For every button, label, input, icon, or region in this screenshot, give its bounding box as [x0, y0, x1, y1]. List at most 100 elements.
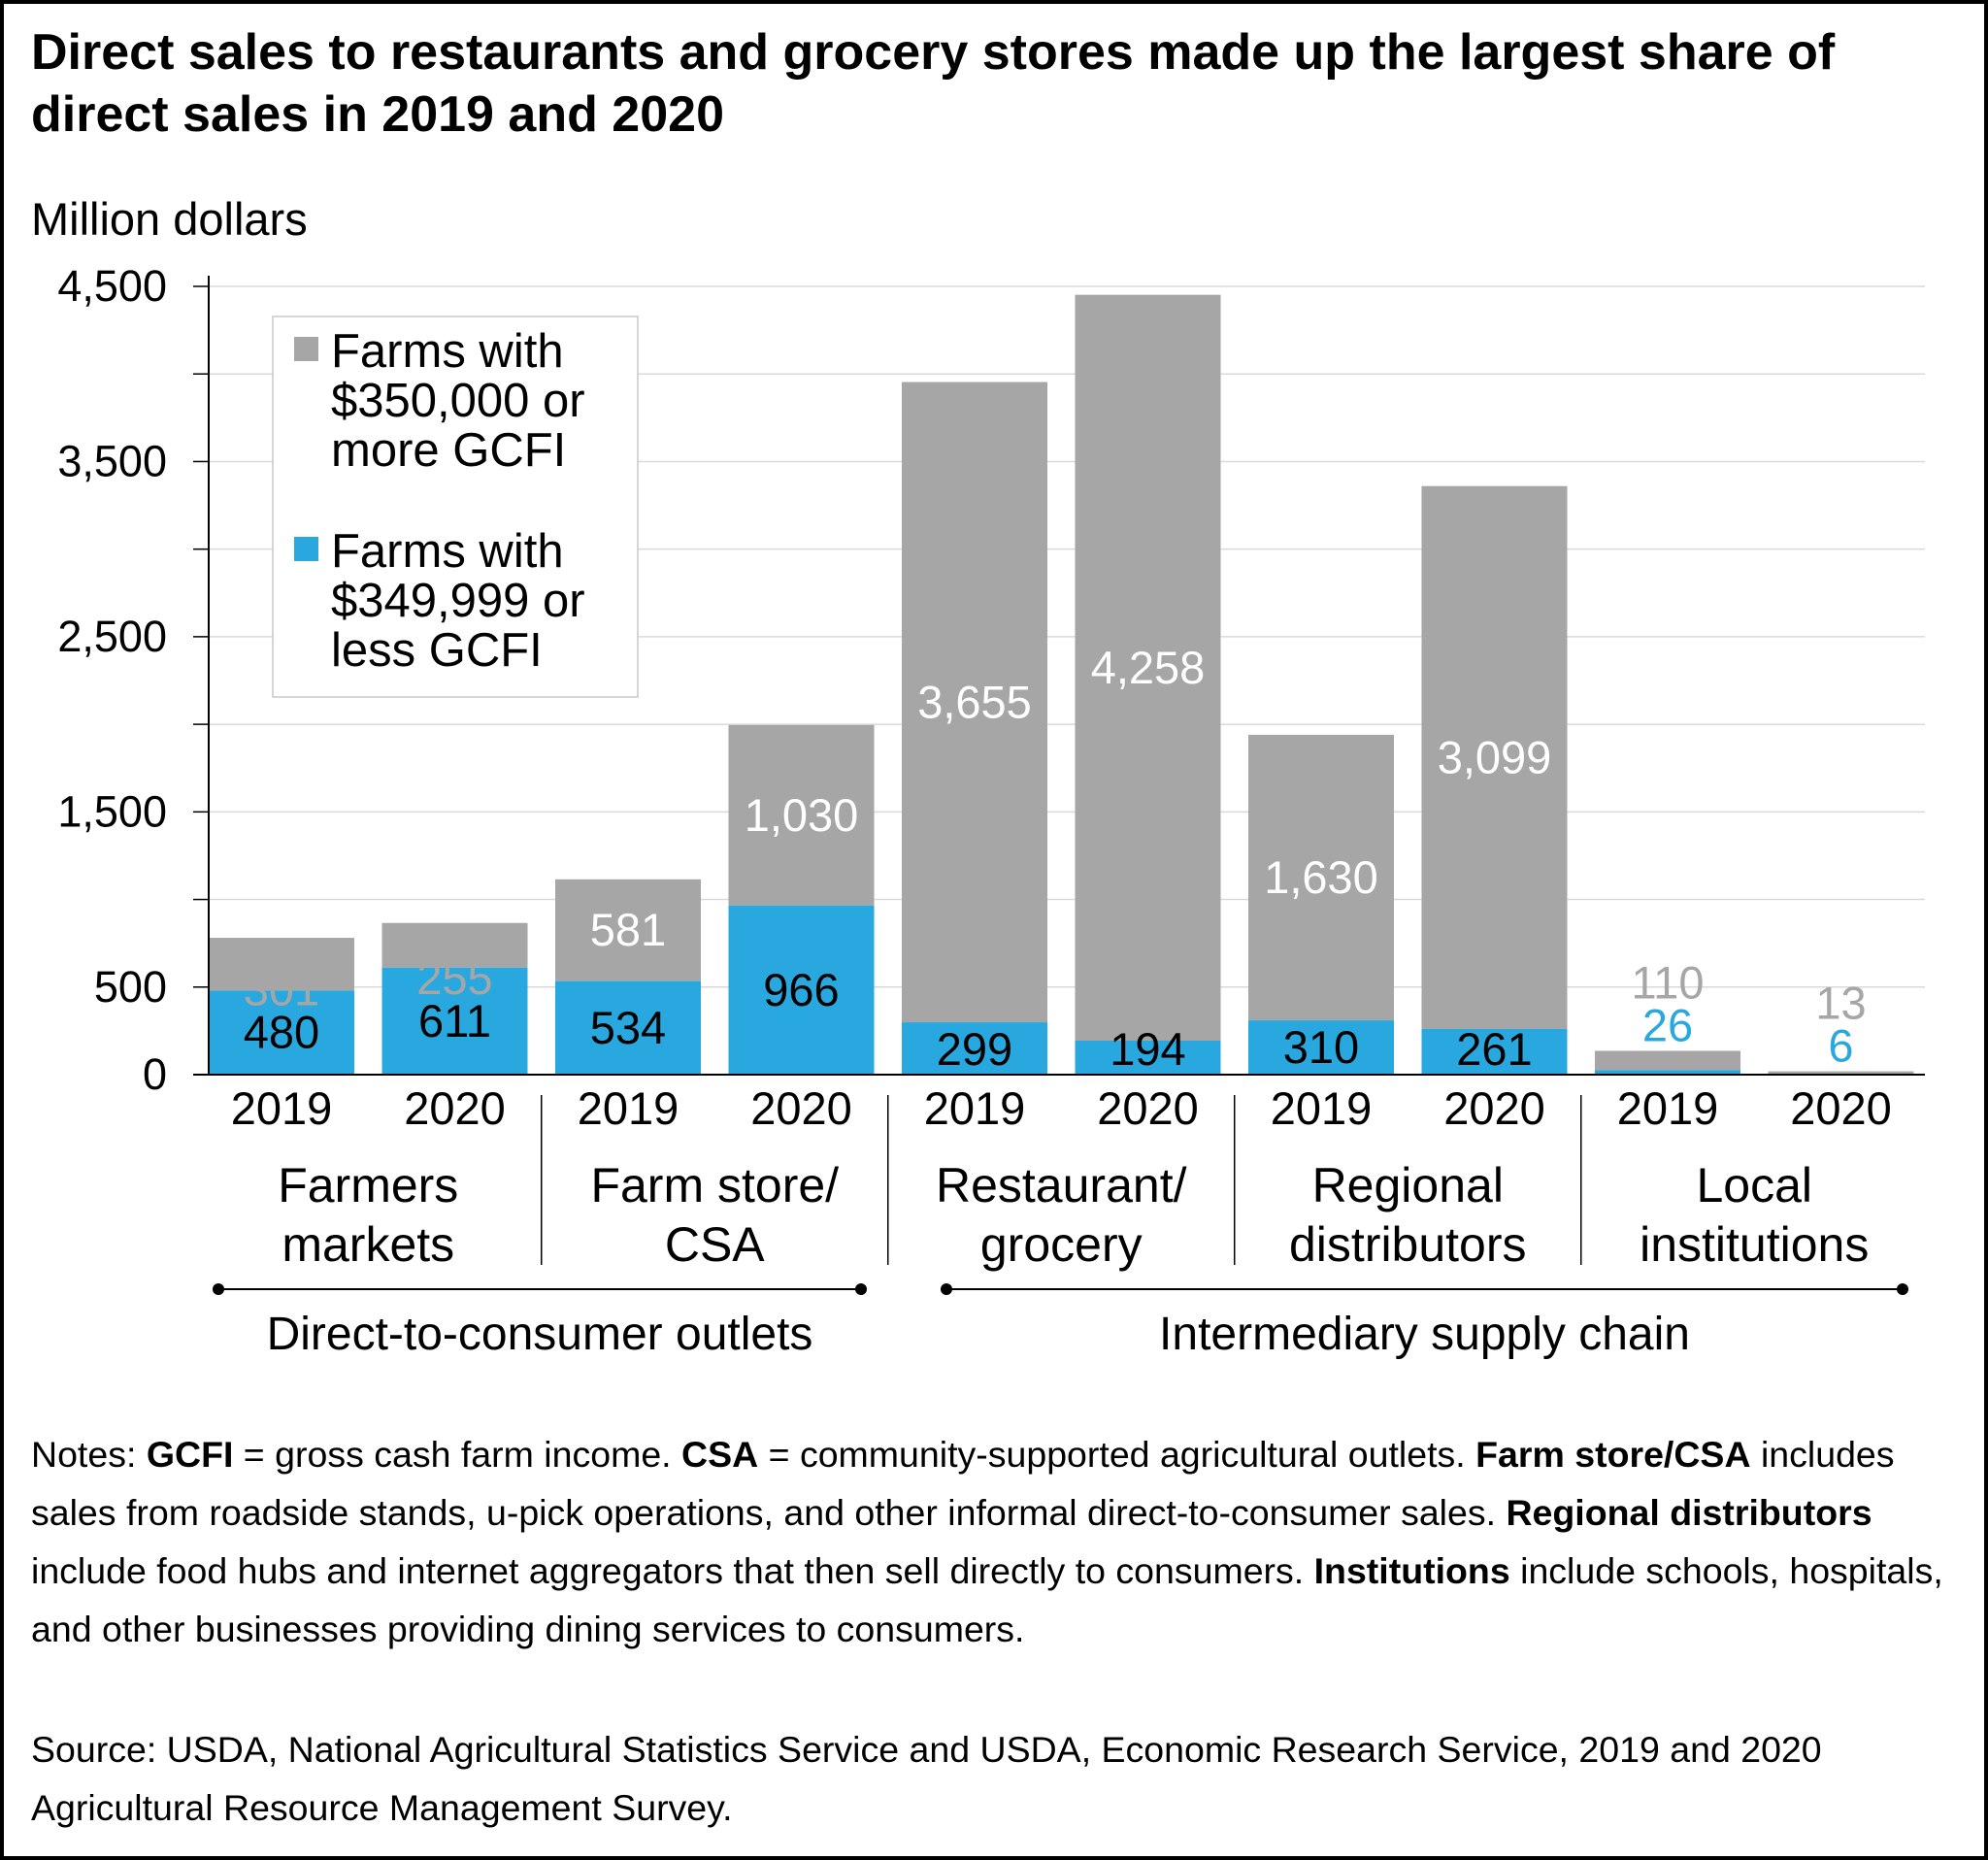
group-label-farm-store-csa: CSA: [665, 1217, 765, 1272]
y-tick-label: 0: [143, 1049, 167, 1099]
note-def-gcfi: = gross cash farm income.: [233, 1434, 682, 1475]
value-label-small-regional-distributors-2020: 261: [1456, 1023, 1532, 1075]
bar-small-restaurant-grocery-2019: [902, 1022, 1047, 1075]
bars: [209, 294, 1914, 1075]
legend-label-large: Farms with: [331, 325, 564, 378]
x-year-label: 2020: [1443, 1082, 1545, 1134]
group-label-farmers-markets: markets: [282, 1217, 454, 1272]
legend-swatch-large: [294, 337, 318, 361]
value-label-large-farm-store-csa-2019: 581: [590, 904, 666, 955]
x-year-label: 2019: [1617, 1082, 1719, 1134]
bar-large-farm-store-csa-2020: [728, 724, 875, 906]
supergroup-intermediary-supply-chain-bracket-end: [1897, 1283, 1908, 1295]
group-label-local-institutions: institutions: [1640, 1217, 1869, 1272]
note-term-regional: Regional distributors: [1506, 1492, 1872, 1533]
bar-small-farmers-markets-2019: [209, 990, 354, 1075]
value-label-small-local-institutions-2020: 6: [1828, 1020, 1853, 1072]
bar-large-regional-distributors-2020: [1421, 485, 1568, 1029]
notes-prefix: Notes:: [31, 1434, 147, 1475]
bar-large-farm-store-csa-2019: [555, 879, 701, 981]
bar-large-farmers-markets-2019: [209, 938, 354, 991]
value-label-large-farm-store-csa-2020: 1,030: [745, 789, 859, 841]
value-label-small-restaurant-grocery-2019: 299: [937, 1023, 1012, 1075]
value-label-large-local-institutions-2019: 110: [1632, 956, 1705, 1008]
legend-label-small: $349,999 or: [331, 575, 585, 627]
value-label-large-restaurant-grocery-2019: 3,655: [917, 676, 1032, 727]
bar-large-farmers-markets-2020: [381, 922, 528, 968]
supergroup-intermediary-supply-chain-label: Intermediary supply chain: [1159, 1309, 1690, 1360]
y-tick-label: 4,500: [57, 261, 167, 311]
group-label-regional-distributors: Regional: [1312, 1158, 1504, 1212]
note-term-gcfi: GCFI: [146, 1434, 234, 1475]
legend-label-small: less GCFI: [331, 624, 543, 677]
group-label-local-institutions: Local: [1696, 1158, 1812, 1212]
value-label-small-local-institutions-2019: 26: [1642, 999, 1693, 1050]
legend-label-large: more GCFI: [331, 424, 566, 477]
group-label-farm-store-csa: Farm store/: [590, 1158, 839, 1212]
value-label-small-farmers-markets-2019: 480: [244, 1007, 319, 1058]
x-year-label: 2019: [231, 1082, 333, 1134]
value-label-small-farmers-markets-2020: 611: [418, 995, 491, 1046]
bar-large-local-institutions-2020: [1768, 1071, 1914, 1074]
value-label-small-restaurant-grocery-2020: 194: [1110, 1023, 1185, 1075]
y-tick-label: 1,500: [57, 786, 167, 836]
value-label-large-regional-distributors-2020: 3,099: [1438, 731, 1552, 782]
value-label-small-regional-distributors-2019: 310: [1283, 1021, 1359, 1073]
supergroup-direct-to-consumer-outlets-bracket-end: [213, 1283, 224, 1295]
value-label-large-farmers-markets-2019: 301: [244, 964, 319, 1015]
x-axis-labels: 2019 2020 2019 2020 2019 2020 2019 2020 2019 2020…: [213, 1082, 1908, 1360]
value-label-small-farm-store-csa-2020: 966: [763, 964, 839, 1015]
bar-large-regional-distributors-2019: [1248, 734, 1394, 1021]
bar-large-restaurant-grocery-2020: [1075, 294, 1221, 1041]
value-label-large-local-institutions-2020: 13: [1815, 978, 1866, 1029]
value-label-large-regional-distributors-2019: 1,630: [1264, 851, 1378, 903]
value-label-small-farm-store-csa-2019: 534: [590, 1002, 666, 1053]
bar-small-regional-distributors-2019: [1248, 1020, 1394, 1075]
x-year-label: 2020: [1097, 1082, 1199, 1134]
value-label-large-farmers-markets-2020: 255: [416, 952, 492, 1004]
x-year-label: 2019: [578, 1082, 679, 1134]
group-label-restaurant-grocery: grocery: [980, 1217, 1143, 1272]
x-year-label: 2020: [1790, 1082, 1892, 1134]
supergroup-direct-to-consumer-outlets-label: Direct-to-consumer outlets: [267, 1309, 813, 1360]
note-term-institutions: Institutions: [1313, 1550, 1510, 1591]
bar-small-farm-store-csa-2020: [728, 905, 875, 1075]
group-label-farmers-markets: Farmers: [278, 1158, 458, 1212]
x-year-label: 2019: [924, 1082, 1026, 1134]
note-term-csa: CSA: [681, 1434, 759, 1475]
bar-small-farmers-markets-2020: [381, 967, 528, 1075]
y-tick-label: 500: [94, 962, 167, 1012]
legend-swatch-small: [294, 537, 318, 561]
y-tick-label: 2,500: [57, 612, 167, 661]
x-year-label: 2020: [750, 1082, 852, 1134]
y-tick-labels: 0 500 1,500 2,500 3,500 4,500: [57, 261, 167, 1099]
note-def-institutions: include schools, hospitals, and other bu…: [31, 1550, 1943, 1649]
legend-box: [272, 316, 639, 698]
bar-large-local-institutions-2019: [1595, 1050, 1740, 1071]
axes: [193, 276, 1925, 1076]
x-year-label: 2020: [404, 1082, 506, 1134]
supergroup-direct-to-consumer-outlets-bracket-end: [855, 1283, 867, 1295]
note-def-csa: = community-supported agricultural outle…: [758, 1434, 1476, 1475]
stacked-bar-chart: Million dollars 0 500 1,500 2,500 3,500 4,500…: [31, 193, 1925, 1360]
bar-small-farm-store-csa-2019: [555, 980, 701, 1075]
legend-label-large: $350,000 or: [331, 375, 585, 427]
note-def-farm-store: includes sales from roadside stands, u-p…: [31, 1434, 1895, 1533]
bar-small-regional-distributors-2020: [1421, 1028, 1568, 1075]
supergroup-intermediary-supply-chain-bracket-end: [941, 1283, 952, 1295]
legend-label-small: Farms with: [331, 525, 564, 578]
note-term-farm-store: Farm store/CSA: [1475, 1434, 1751, 1475]
value-label-large-restaurant-grocery-2020: 4,258: [1091, 642, 1206, 693]
group-label-regional-distributors: distributors: [1289, 1217, 1527, 1272]
note-def-regional: include food hubs and internet aggregato…: [31, 1550, 1314, 1591]
x-year-label: 2019: [1271, 1082, 1373, 1134]
bar-small-local-institutions-2019: [1595, 1070, 1740, 1075]
y-tick-label: 3,500: [57, 436, 167, 485]
chart-notes: Notes: GCFI = gross cash farm income. CS…: [31, 1425, 1958, 1658]
bar-small-restaurant-grocery-2020: [1075, 1040, 1221, 1075]
chart-title: Direct sales to restaurants and grocery …: [31, 24, 1836, 143]
chart-source: Source: USDA, National Agricultural Stat…: [31, 1729, 1822, 1828]
group-label-restaurant-grocery: Restaurant/: [936, 1158, 1187, 1212]
